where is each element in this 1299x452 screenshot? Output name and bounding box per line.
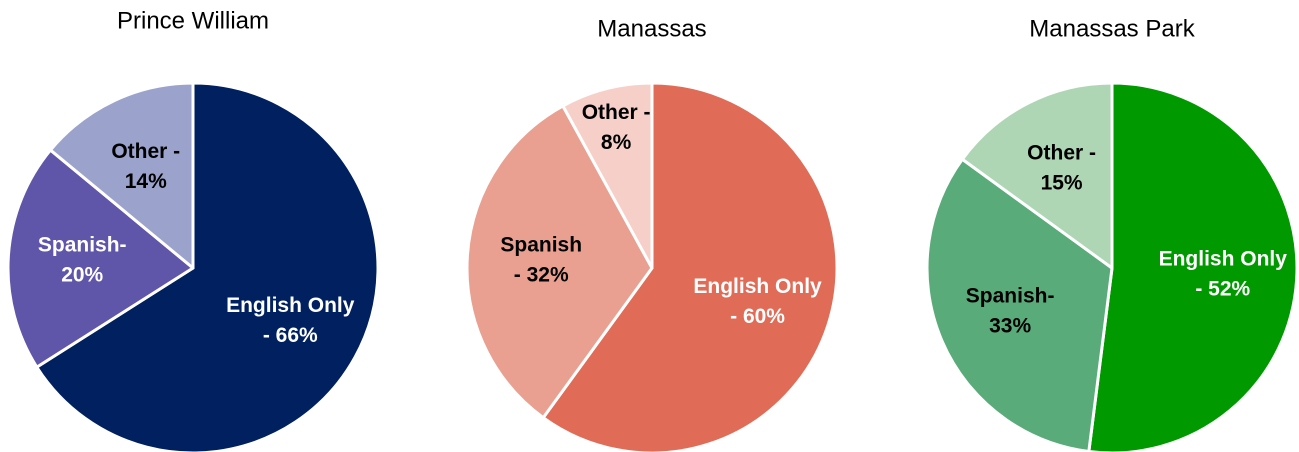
data-label: 14% (125, 170, 167, 193)
pie-slice (541, 81, 839, 452)
chart-title: Prince William (117, 7, 269, 34)
pie-slice (561, 81, 654, 270)
data-label: Other - (111, 140, 180, 163)
chart-title: Manassas (597, 15, 706, 42)
pie-slice (465, 104, 654, 420)
data-label: Spanish- (38, 234, 127, 257)
data-label: Spanish- (966, 285, 1055, 308)
data-label: - 52% (1195, 278, 1250, 301)
pie-slice (925, 157, 1114, 452)
pie-slice (35, 81, 380, 452)
pie-slice (1087, 81, 1299, 452)
data-label: 8% (601, 131, 632, 154)
chart-title: Manassas Park (1029, 15, 1195, 42)
data-label: - 66% (263, 324, 318, 347)
data-label: Other - (582, 101, 651, 124)
data-label: - 60% (730, 305, 785, 328)
data-label: English Only (693, 275, 822, 298)
data-label: Spanish (500, 234, 582, 257)
data-label: 20% (61, 264, 103, 287)
data-label: - 32% (514, 264, 569, 287)
data-label: 15% (1041, 172, 1083, 195)
data-label: Other - (1027, 142, 1096, 165)
pie-slice (6, 148, 195, 369)
pie-slice (48, 81, 195, 270)
data-label: English Only (1159, 248, 1288, 271)
data-label: 33% (989, 315, 1031, 338)
data-label: English Only (226, 294, 355, 317)
pie-slice (960, 81, 1114, 270)
